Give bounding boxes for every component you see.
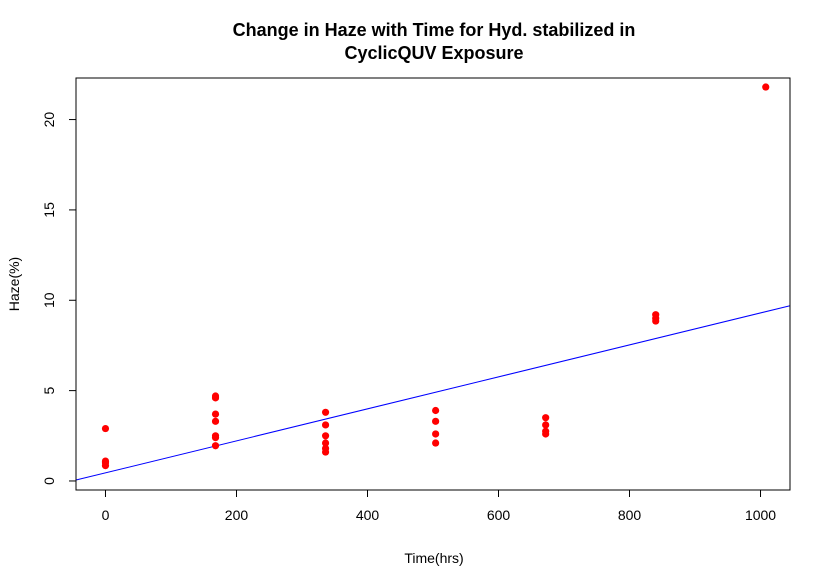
data-point	[321, 432, 330, 440]
data-point	[542, 414, 550, 422]
x-tick-label: 600	[487, 507, 511, 523]
data-point	[321, 448, 330, 456]
y-axis: 0 5 10 15 20	[41, 112, 77, 485]
x-tick-label: 400	[356, 507, 380, 523]
x-tick-label: 200	[225, 507, 249, 523]
regression-line	[75, 305, 791, 481]
data-point	[211, 433, 220, 442]
x-tick-label: 800	[618, 507, 642, 523]
data-point	[211, 410, 220, 418]
data-point	[542, 421, 550, 429]
data-point	[432, 417, 440, 425]
data-point	[432, 439, 440, 447]
data-point	[321, 408, 330, 416]
data-point	[762, 83, 770, 91]
chart-title-line-1: Change in Haze with Time for Hyd. stabil…	[233, 20, 636, 40]
x-tick-label: 0	[102, 507, 110, 523]
y-tick-label: 15	[41, 202, 57, 218]
y-tick-label: 10	[41, 292, 57, 308]
data-point	[321, 439, 330, 447]
data-point	[101, 424, 110, 433]
data-point	[101, 462, 110, 470]
data-point	[211, 442, 220, 450]
x-tick-label: 1000	[745, 507, 776, 523]
y-tick-label: 20	[41, 112, 57, 128]
data-point	[211, 394, 220, 402]
y-tick-label: 5	[41, 387, 57, 395]
data-point	[432, 430, 440, 438]
fit-line-layer	[75, 305, 791, 481]
data-point	[652, 317, 660, 325]
x-axis: 0 200 400 600 800 1000	[102, 489, 776, 523]
data-point	[432, 406, 440, 415]
data-point	[542, 430, 550, 438]
points-layer	[101, 83, 770, 470]
data-point	[321, 421, 330, 429]
y-axis-label: Haze(%)	[6, 257, 22, 311]
y-tick-label: 0	[41, 477, 57, 485]
data-point	[211, 417, 220, 425]
plot-area-frame	[75, 77, 791, 491]
chart-title-line-2: CyclicQUV Exposure	[344, 43, 523, 63]
x-axis-label: Time(hrs)	[404, 550, 463, 566]
